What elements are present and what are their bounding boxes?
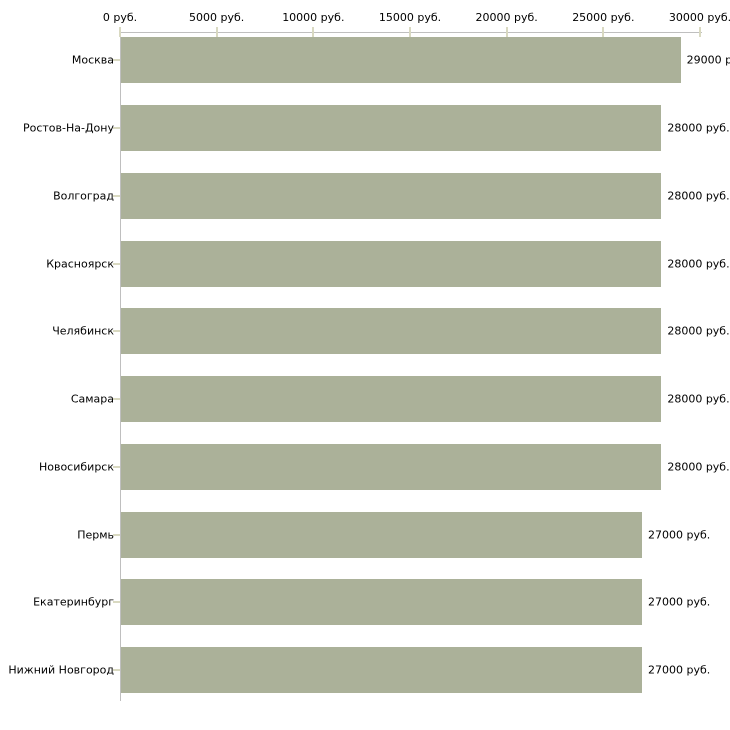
x-axis-tick-label: 0 руб.	[102, 11, 138, 24]
y-axis-tick	[113, 601, 120, 604]
y-axis-tick	[113, 127, 120, 130]
bar-row: Самара 28000 руб.	[0, 376, 730, 423]
x-axis-tick-label: 15000 руб.	[378, 11, 442, 24]
x-axis-tick	[602, 27, 605, 37]
category-label: Волгоград	[53, 189, 114, 203]
bar-row: Красноярск 28000 руб.	[0, 240, 730, 287]
x-axis-tick	[505, 27, 508, 37]
category-label: Екатеринбург	[33, 595, 114, 609]
value-label: 28000 руб.	[667, 392, 730, 406]
value-bar	[121, 376, 662, 423]
value-bar	[121, 647, 642, 694]
category-label: Новосибирск	[38, 460, 114, 474]
x-axis-tick	[699, 27, 701, 37]
value-bar	[121, 511, 642, 558]
bar-row: Москва 29000 руб.	[0, 37, 730, 84]
x-axis-tick-label: 30000 руб.	[668, 11, 730, 24]
x-axis-tick	[312, 27, 315, 37]
bar-row: Ростов-На-Дону 28000 руб.	[0, 105, 730, 152]
bar-row: Новосибирск 28000 руб.	[0, 443, 730, 490]
bar-row: Волгоград 28000 руб.	[0, 172, 730, 219]
y-axis-tick	[113, 533, 120, 536]
value-label: 28000 руб.	[667, 189, 730, 203]
value-bar	[121, 579, 642, 626]
x-axis-tick-label: 20000 руб.	[475, 11, 538, 24]
category-label: Красноярск	[46, 257, 114, 271]
value-bar	[121, 308, 662, 355]
value-label: 27000 руб.	[648, 595, 711, 609]
value-label: 27000 руб.	[648, 528, 711, 542]
value-bar	[121, 443, 662, 490]
value-label: 29000 руб.	[686, 53, 730, 67]
value-label: 28000 руб.	[667, 121, 730, 135]
y-axis-tick	[113, 330, 120, 333]
y-axis-tick	[113, 669, 120, 672]
y-axis-tick	[113, 194, 120, 197]
category-label: Москва	[71, 53, 114, 67]
bar-row: Нижний Новгород 27000 руб.	[0, 647, 730, 694]
y-axis-line	[120, 32, 121, 701]
x-axis-tick	[119, 27, 121, 37]
category-label: Ростов-На-Дону	[22, 121, 114, 135]
y-axis-tick	[113, 465, 120, 468]
bar-row: Екатеринбург 27000 руб.	[0, 579, 730, 626]
value-label: 28000 руб.	[667, 460, 730, 474]
value-bar	[121, 172, 662, 219]
category-label: Самара	[70, 392, 114, 406]
value-label: 28000 руб.	[667, 324, 730, 338]
x-axis-tick-label: 5000 руб.	[189, 11, 245, 24]
category-label: Челябинск	[52, 324, 114, 338]
bar-row: Челябинск 28000 руб.	[0, 308, 730, 355]
value-bar	[121, 240, 662, 287]
x-axis-tick-label: 25000 руб.	[572, 11, 635, 24]
category-label: Нижний Новгород	[8, 663, 114, 677]
category-label: Пермь	[77, 528, 114, 542]
value-label: 28000 руб.	[667, 257, 730, 271]
value-bar	[121, 105, 662, 152]
y-axis-tick	[113, 262, 120, 265]
x-axis-line	[120, 32, 702, 33]
y-axis-tick	[113, 398, 120, 401]
x-axis-tick	[409, 27, 411, 37]
bar-row: Пермь 27000 руб.	[0, 511, 730, 558]
x-axis-tick	[215, 27, 218, 37]
y-axis-tick	[113, 59, 120, 62]
value-bar	[121, 37, 681, 84]
x-axis-tick-label: 10000 руб.	[282, 11, 345, 24]
value-label: 27000 руб.	[648, 663, 711, 677]
